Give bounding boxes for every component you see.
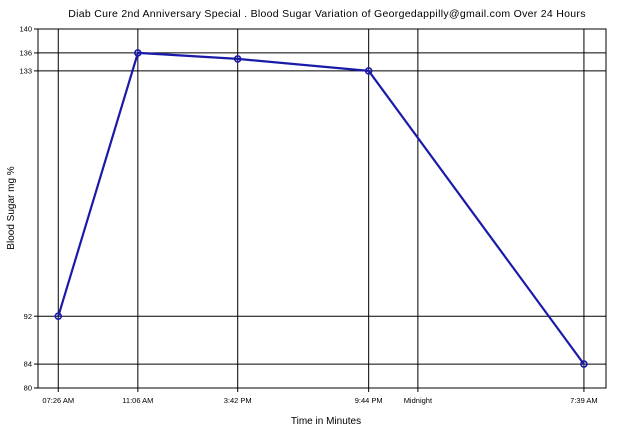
grid-lines [38,29,606,388]
data-point [134,49,142,57]
y-tick-label: 84 [24,360,32,369]
y-tick-label: 136 [19,49,32,58]
x-tick-label: Midnight [404,396,433,405]
y-axis-ticks: 80 84 92 133 136 140 [19,25,38,393]
y-tick-label: 140 [19,25,32,34]
plot-area-frame [37,28,607,389]
data-point [580,360,588,368]
x-axis-ticks: 07:26 AM 11:06 AM 3:42 PM 9:44 PM Midnight 7:… [42,388,598,405]
x-tick-label: 7:39 AM [570,396,598,405]
x-axis-label: Time in Minutes [291,416,361,427]
y-axis-label: Blood Sugar mg % [6,166,17,249]
x-tick-label: 3:42 PM [224,396,252,405]
y-tick-label: 80 [24,384,32,393]
chart-title: Diab Cure 2nd Anniversary Special . Bloo… [68,8,586,20]
y-tick-label: 92 [24,312,32,321]
data-point [364,67,373,75]
x-tick-label: 11:06 AM [122,396,153,405]
x-tick-label: 07:26 AM [42,396,74,405]
series-layer [54,49,588,368]
data-point [54,312,63,321]
y-tick-label: 133 [19,66,32,75]
x-tick-label: 9:44 PM [355,396,383,405]
data-point [233,55,242,63]
series-line [57,51,585,365]
